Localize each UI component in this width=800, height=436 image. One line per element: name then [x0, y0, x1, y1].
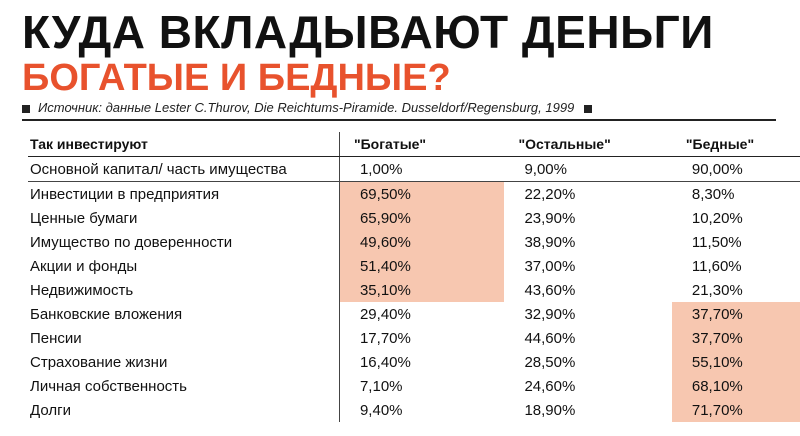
column-header: "Остальные"	[504, 132, 672, 157]
table-row: Личная собственность 7,10% 24,60% 68,10%	[28, 374, 800, 398]
value-cell: 37,00%	[524, 257, 576, 275]
value-cell: 7,10%	[359, 377, 403, 395]
value-cell: 37,70%	[671, 326, 800, 350]
page-title: КУДА ВКЛАДЫВАЮТ ДЕНЬГИ	[22, 6, 714, 58]
column-header: Так инвестируют	[28, 132, 340, 157]
bullet-square-icon	[22, 104, 30, 113]
row-label: Ценные бумаги	[28, 206, 340, 230]
table-row: Акции и фонды 51,40% 37,00% 11,60%	[28, 254, 800, 278]
investment-table: Так инвестируют "Богатые" "Остальные" "Б…	[28, 132, 800, 422]
bullet-square-icon	[584, 104, 593, 113]
table-row: Долги 9,40% 18,90% 71,70%	[28, 398, 800, 422]
value-cell: 35,10%	[339, 278, 505, 302]
table-row: Основной капитал/ часть имущества 1,00% 9,…	[28, 156, 800, 182]
row-label: Личная собственность	[28, 374, 340, 398]
value-cell: 32,90%	[524, 305, 576, 323]
value-cell: 51,40%	[339, 254, 505, 278]
value-cell: 49,60%	[339, 230, 505, 254]
value-cell: 29,40%	[359, 305, 411, 323]
value-cell: 28,50%	[524, 353, 576, 371]
value-cell: 9,00%	[504, 156, 672, 182]
value-cell: 1,00%	[339, 156, 505, 182]
value-cell: 71,70%	[671, 398, 800, 422]
table-row: Недвижимость 35,10% 43,60% 21,30%	[28, 278, 800, 302]
row-label: Акции и фонды	[28, 254, 340, 278]
value-cell: 8,30%	[691, 185, 735, 203]
value-cell: 21,30%	[691, 281, 743, 299]
value-cell: 24,60%	[524, 377, 576, 395]
value-cell: 68,10%	[671, 374, 800, 398]
row-label: Инвестиции в предприятия	[28, 181, 340, 206]
value-cell: 55,10%	[671, 350, 800, 374]
row-label: Недвижимость	[28, 278, 340, 302]
table-row: Ценные бумаги 65,90% 23,90% 10,20%	[28, 206, 800, 230]
row-label: Долги	[28, 398, 340, 422]
row-label: Страхование жизни	[28, 350, 340, 374]
value-cell: 23,90%	[524, 209, 576, 227]
value-cell: 43,60%	[524, 281, 576, 299]
value-cell: 10,20%	[691, 209, 743, 227]
table-row: Страхование жизни 16,40% 28,50% 55,10%	[28, 350, 800, 374]
table-row: Инвестиции в предприятия 69,50% 22,20% 8,30…	[28, 181, 800, 206]
table-header-row: Так инвестируют "Богатые" "Остальные" "Б…	[28, 132, 800, 157]
value-cell: 18,90%	[524, 401, 576, 419]
row-label: Имущество по доверенности	[28, 230, 340, 254]
value-cell: 65,90%	[339, 206, 505, 230]
table-row: Имущество по доверенности 49,60% 38,90% 11,…	[28, 230, 800, 254]
value-cell: 9,40%	[359, 401, 403, 419]
source-line: Источник: данные Lester C.Thurov, Die Re…	[22, 100, 780, 116]
column-header: "Богатые"	[339, 132, 505, 157]
table-body: Основной капитал/ часть имущества 1,00% 9,…	[28, 156, 800, 422]
table-row: Банковские вложения 29,40% 32,90% 37,70%	[28, 302, 800, 326]
value-cell: 11,50%	[691, 233, 742, 251]
header-divider	[22, 119, 776, 121]
value-cell: 90,00%	[671, 156, 800, 182]
value-cell: 17,70%	[359, 329, 411, 347]
row-label: Основной капитал/ часть имущества	[28, 156, 340, 182]
page-subtitle: БОГАТЫЕ И БЕДНЫЕ?	[22, 57, 451, 99]
value-cell: 44,60%	[524, 329, 576, 347]
value-cell: 11,60%	[691, 257, 742, 275]
value-cell: 16,40%	[359, 353, 411, 371]
row-label: Пенсии	[28, 326, 340, 350]
value-cell: 69,50%	[339, 181, 505, 206]
column-header: "Бедные"	[671, 132, 800, 157]
row-label: Банковские вложения	[28, 302, 340, 326]
source-text: Источник: данные Lester C.Thurov, Die Re…	[38, 100, 575, 115]
table-row: Пенсии 17,70% 44,60% 37,70%	[28, 326, 800, 350]
value-cell: 22,20%	[524, 185, 576, 203]
value-cell: 38,90%	[524, 233, 576, 251]
value-cell: 37,70%	[671, 302, 800, 326]
